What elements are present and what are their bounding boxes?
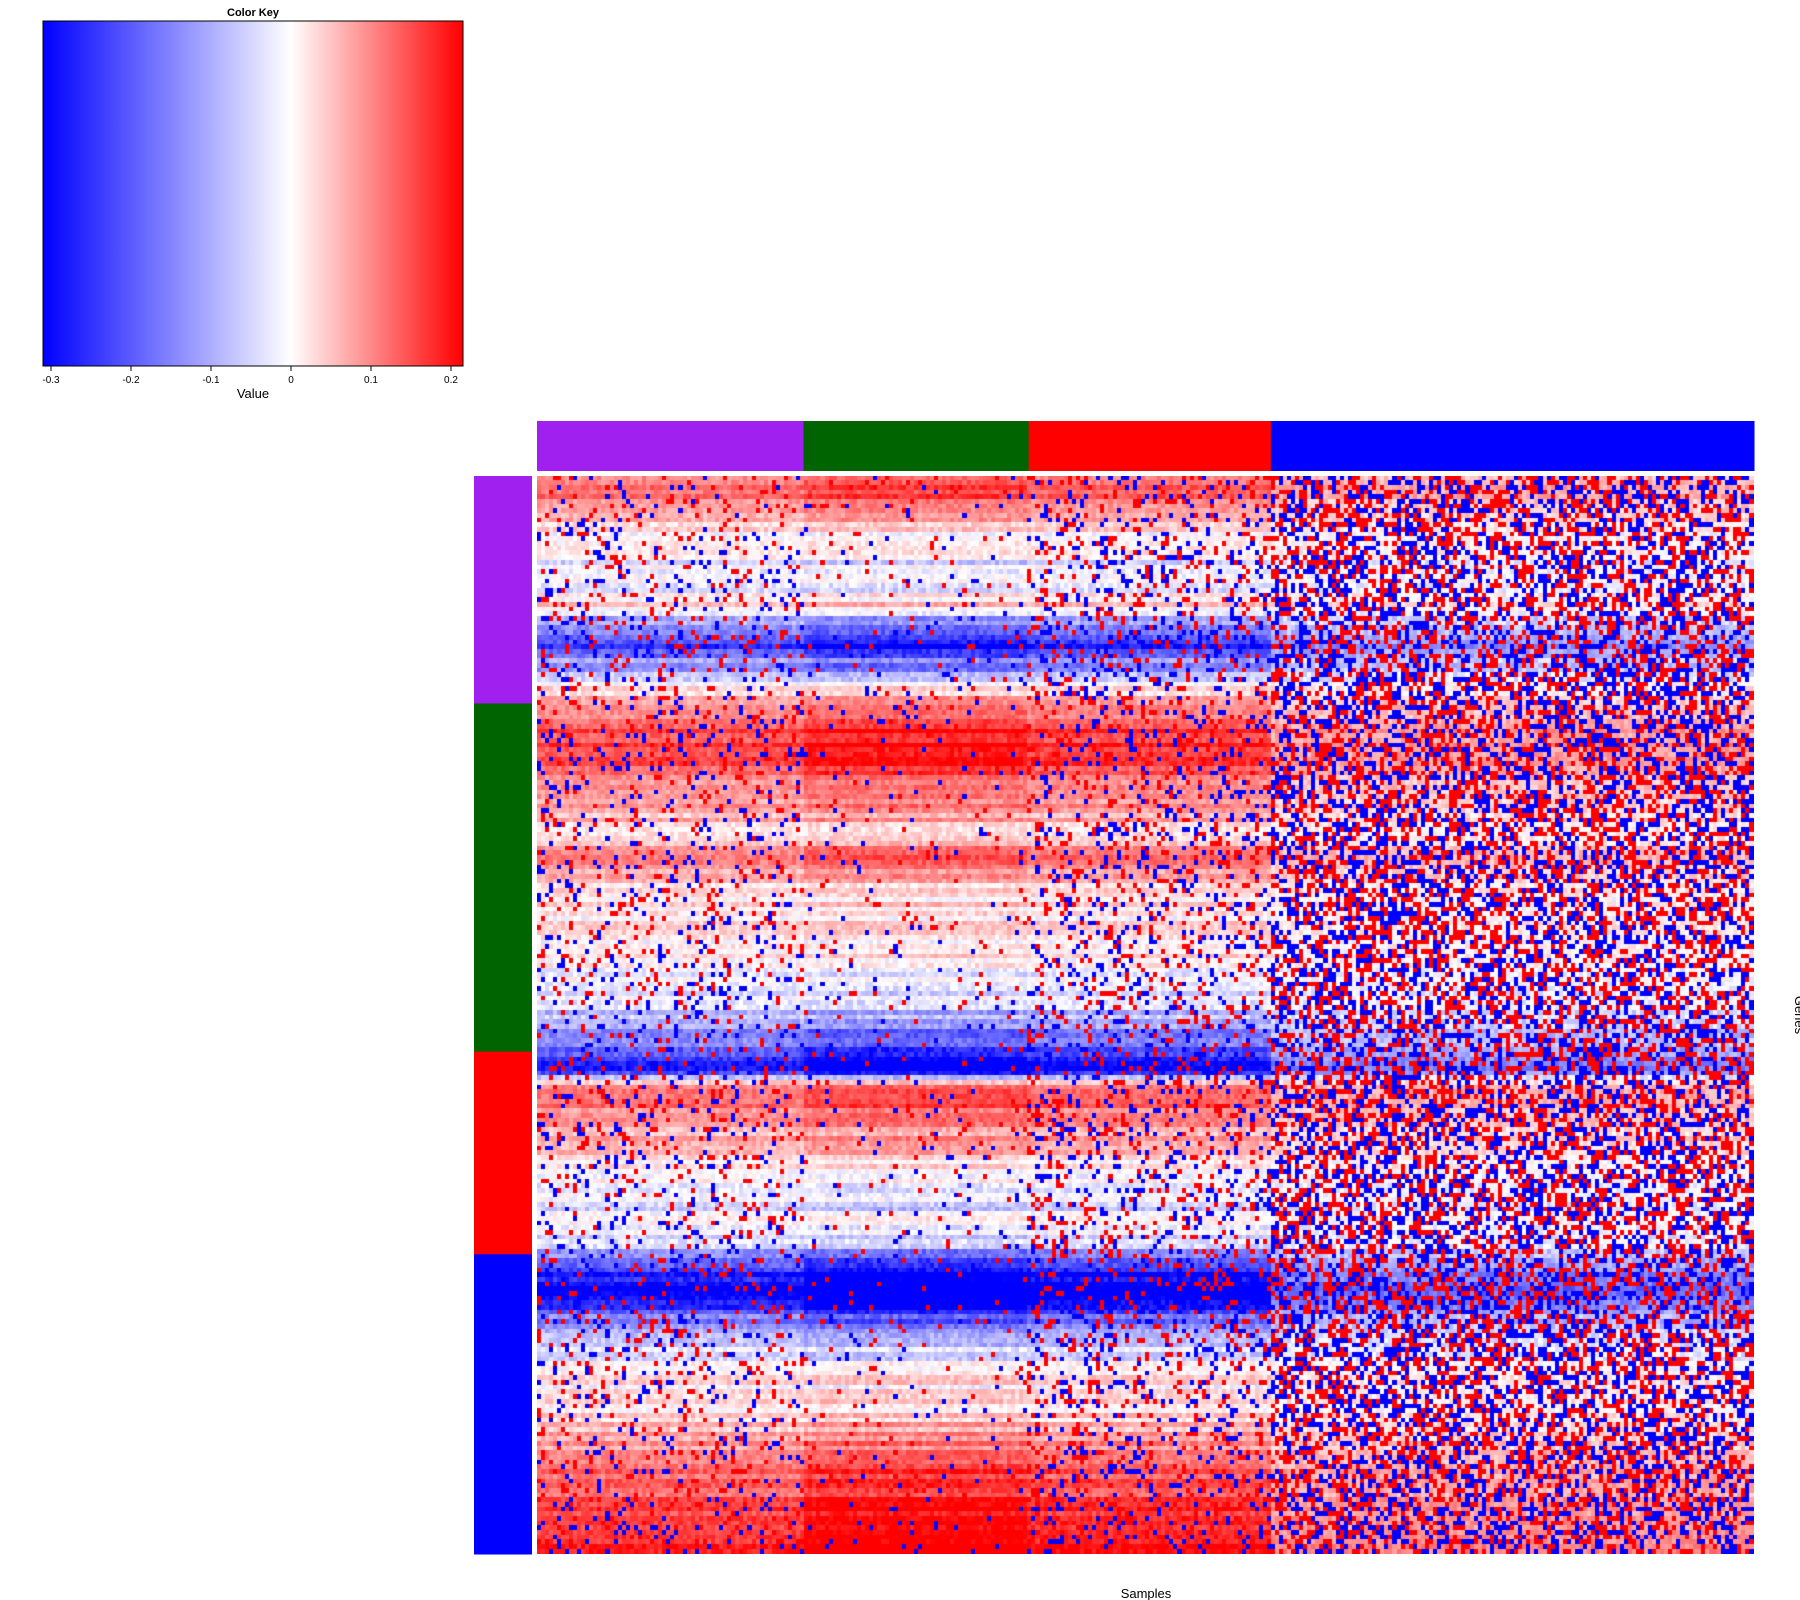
column-group-bar <box>1028 421 1272 471</box>
color-key-tick-label: -0.1 <box>202 375 220 386</box>
column-group-bar <box>803 421 1030 471</box>
color-key: Color Key -0.3 -0.2 -0.1 0 0.1 0.2 Value <box>42 7 464 401</box>
color-key-tick-label: 0.1 <box>364 375 378 386</box>
row-side-colors <box>474 476 532 1555</box>
color-key-tick-label: 0.2 <box>444 375 458 386</box>
heatmap-canvas <box>537 476 1754 1554</box>
column-side-colors <box>537 421 1755 471</box>
color-key-tick-label: -0.3 <box>42 375 60 386</box>
heatmap-body <box>537 476 1754 1554</box>
x-axis-label: Samples <box>1121 1586 1172 1600</box>
color-key-tick-label: 0 <box>288 375 294 386</box>
color-key-ticks: -0.3 -0.2 -0.1 0 0.1 0.2 <box>42 366 458 386</box>
row-group-bar <box>474 1051 532 1255</box>
heatmap-raster <box>537 476 1754 1554</box>
row-group-bar <box>474 1254 532 1555</box>
color-key-xlabel: Value <box>237 386 269 401</box>
color-key-title: Color Key <box>227 7 280 19</box>
row-group-bar <box>474 476 532 704</box>
column-group-bar <box>1270 421 1755 471</box>
color-key-gradient <box>42 20 464 367</box>
column-group-bar <box>537 421 805 471</box>
row-group-bar <box>474 703 532 1053</box>
color-key-tick-label: -0.2 <box>122 375 140 386</box>
y-axis-label: Genes <box>1792 996 1800 1035</box>
